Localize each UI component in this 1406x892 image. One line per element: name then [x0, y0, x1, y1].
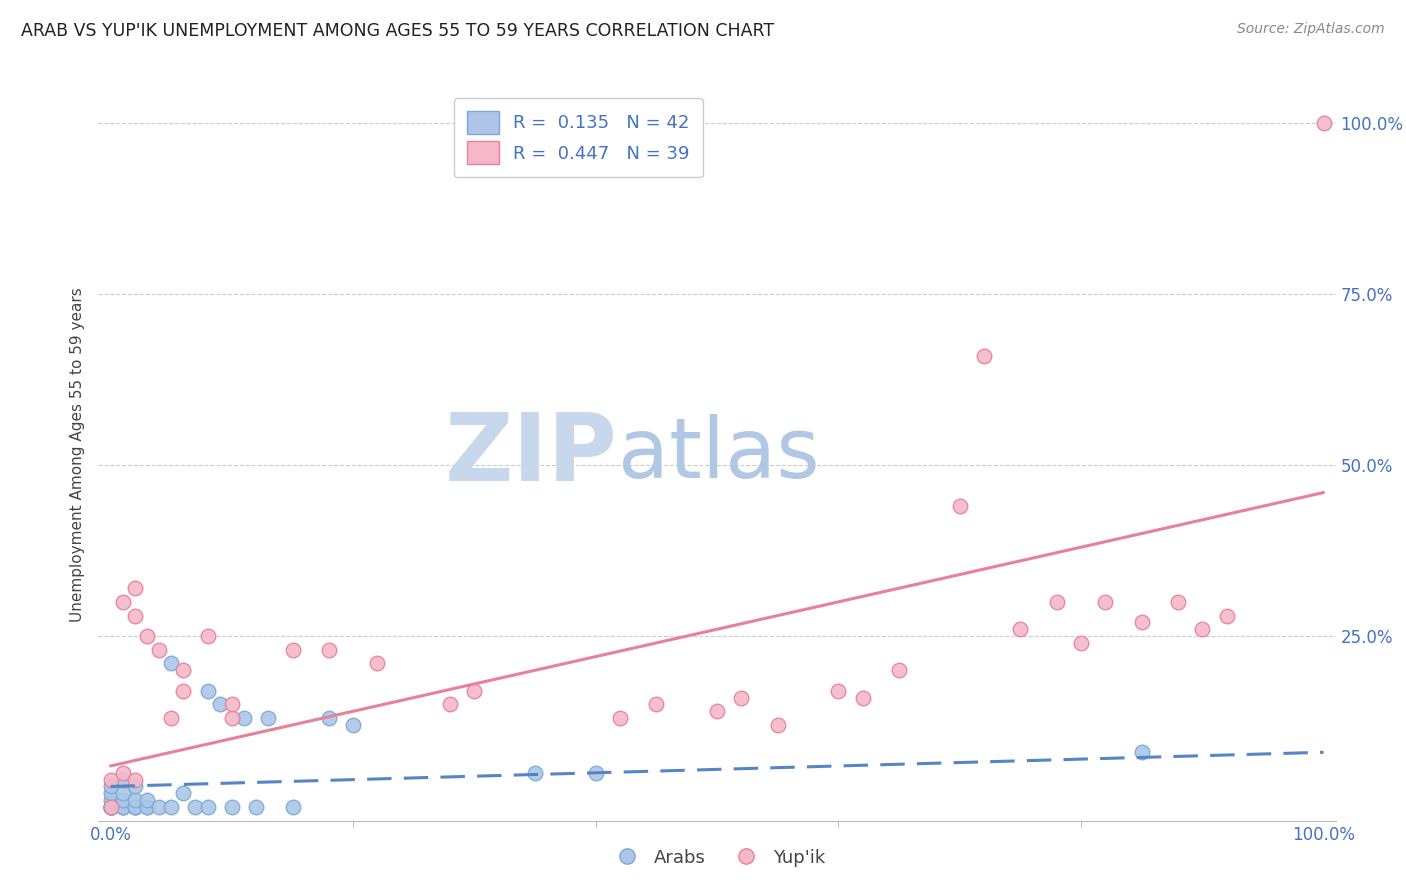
Point: [100, 800, 122, 814]
Point: [148, 800, 170, 814]
Point: [100, 793, 122, 807]
Point: [245, 800, 267, 814]
Point: [645, 698, 668, 712]
Point: [124, 772, 146, 787]
Point: [1010, 622, 1032, 636]
Text: Source: ZipAtlas.com: Source: ZipAtlas.com: [1237, 22, 1385, 37]
Point: [111, 772, 134, 787]
Point: [366, 657, 388, 671]
Y-axis label: Unemployment Among Ages 55 to 59 years: Unemployment Among Ages 55 to 59 years: [69, 287, 84, 623]
Point: [1046, 595, 1069, 609]
Point: [827, 683, 849, 698]
Point: [184, 800, 207, 814]
Point: [949, 499, 972, 513]
Text: ZIP: ZIP: [446, 409, 619, 501]
Point: [124, 608, 146, 623]
Point: [208, 698, 231, 712]
Point: [1130, 615, 1153, 630]
Point: [1191, 622, 1213, 636]
Point: [111, 595, 134, 609]
Point: [100, 800, 122, 814]
Point: [281, 800, 304, 814]
Point: [172, 683, 194, 698]
Point: [342, 718, 364, 732]
Point: [221, 711, 243, 725]
Point: [111, 800, 134, 814]
Point: [160, 711, 183, 725]
Point: [100, 800, 122, 814]
Point: [463, 683, 485, 698]
Point: [197, 800, 219, 814]
Point: [172, 786, 194, 800]
Point: [124, 800, 146, 814]
Point: [585, 765, 607, 780]
Point: [524, 765, 547, 780]
Point: [1215, 608, 1237, 623]
Point: [1312, 116, 1334, 130]
Point: [111, 786, 134, 800]
Point: [160, 657, 183, 671]
Point: [233, 711, 256, 725]
Point: [887, 663, 910, 677]
Point: [111, 800, 134, 814]
Point: [100, 800, 122, 814]
Point: [197, 629, 219, 643]
Point: [100, 800, 122, 814]
Point: [281, 642, 304, 657]
Point: [124, 800, 146, 814]
Text: atlas: atlas: [619, 415, 820, 495]
Point: [221, 800, 243, 814]
Point: [1094, 595, 1116, 609]
Point: [1130, 745, 1153, 759]
Point: [100, 800, 122, 814]
Point: [111, 793, 134, 807]
Point: [221, 698, 243, 712]
Point: [257, 711, 280, 725]
Point: [136, 793, 159, 807]
Point: [172, 663, 194, 677]
Point: [100, 786, 122, 800]
Point: [852, 690, 875, 705]
Point: [730, 690, 752, 705]
Point: [100, 800, 122, 814]
Point: [766, 718, 789, 732]
Point: [160, 800, 183, 814]
Point: [609, 711, 631, 725]
Point: [111, 800, 134, 814]
Point: [124, 581, 146, 595]
Point: [124, 800, 146, 814]
Text: ARAB VS YUP'IK UNEMPLOYMENT AMONG AGES 55 TO 59 YEARS CORRELATION CHART: ARAB VS YUP'IK UNEMPLOYMENT AMONG AGES 5…: [21, 22, 775, 40]
Point: [100, 780, 122, 794]
Point: [136, 629, 159, 643]
Point: [973, 349, 995, 363]
Point: [439, 698, 461, 712]
Point: [100, 800, 122, 814]
Point: [148, 642, 170, 657]
Point: [706, 704, 728, 718]
Point: [124, 780, 146, 794]
Point: [136, 800, 159, 814]
Legend: Arabs, Yup'ik: Arabs, Yup'ik: [602, 841, 832, 874]
Point: [197, 683, 219, 698]
Point: [1070, 636, 1092, 650]
Point: [124, 793, 146, 807]
Point: [136, 800, 159, 814]
Point: [100, 772, 122, 787]
Point: [1167, 595, 1189, 609]
Point: [111, 765, 134, 780]
Point: [318, 642, 340, 657]
Point: [318, 711, 340, 725]
